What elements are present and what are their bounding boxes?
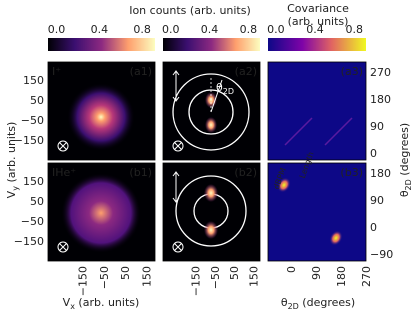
beam-symbol (172, 140, 184, 152)
angle-label: θ2D (216, 81, 234, 96)
ion-distribution (61, 173, 141, 253)
spot (204, 184, 218, 202)
symbol: θ (281, 296, 288, 309)
y-axis-label: Vy (arb. units) (5, 122, 20, 199)
y-tick-label: 50 (30, 94, 44, 107)
y-tick-label: −50 (21, 215, 44, 228)
colorbar (268, 38, 366, 51)
colorbar-tick-label: 0.4 (306, 23, 324, 36)
symbol: θ (216, 81, 223, 94)
x-tick-label: 50 (228, 266, 241, 280)
theta-tick-label: 180 (370, 93, 391, 106)
colorbar-tick-label: 0.8 (345, 23, 363, 36)
panel-image (268, 62, 366, 160)
symbol: V (63, 296, 71, 309)
unit: (degrees) (398, 123, 411, 179)
x-axis-label: Vx (arb. units) (63, 296, 140, 311)
colorbar-tick-label: 0.0 (48, 23, 66, 36)
colorbar-tick-label: 0.0 (267, 23, 285, 36)
colorbar-tick-label: 0.4 (201, 23, 219, 36)
theta-tick-label: 90 (370, 194, 384, 207)
spot (329, 230, 343, 246)
angle-line (210, 79, 223, 113)
y-tick-label: −50 (21, 114, 44, 127)
ion-distribution (67, 83, 135, 151)
covariance-title: Covariance (287, 2, 349, 15)
colorbar-tick-label: 0.8 (133, 23, 151, 36)
subscript: 2D (223, 87, 234, 96)
y-tick-label: 50 (30, 195, 44, 208)
y-tick-label: 150 (23, 175, 44, 188)
subscript: x (70, 302, 75, 311)
x-tick-label: −150 (76, 266, 89, 296)
beam-symbols (57, 140, 184, 253)
colorbar (48, 38, 155, 51)
theta-tick-label: 180 (370, 167, 391, 180)
y-tick-label: −150 (14, 134, 44, 147)
panel-tag: (b1) (129, 166, 152, 179)
theta-tick-label: −90 (370, 248, 393, 261)
theta-x-label: θ2D (degrees) (281, 296, 355, 311)
colorbar-tick-label: 0.0 (162, 23, 180, 36)
panel-tag: (b2) (234, 166, 257, 179)
spot (277, 177, 291, 193)
colorbar (163, 38, 260, 51)
colorbar-tick-label: 0.4 (91, 23, 109, 36)
covariance-title: (arb. units) (288, 15, 349, 28)
frames (47, 61, 367, 262)
beam-symbol (57, 140, 69, 152)
theta-tick-label: 0 (370, 221, 377, 234)
y-tick-label: −150 (14, 235, 44, 248)
theta-tick-label: 90 (370, 120, 384, 133)
panel-tag: (b3) (340, 166, 363, 179)
images (47, 61, 367, 262)
x-tick-label: 50 (119, 266, 132, 280)
y-tick-label: 150 (23, 74, 44, 87)
double-arrow (172, 70, 180, 102)
theta-tick-label: 270 (370, 66, 391, 79)
unit: (arb. units) (5, 122, 18, 186)
counts-title: Ion counts (arb. units) (129, 4, 251, 17)
colorbar-tick-label: 0.8 (240, 23, 258, 36)
arrows (172, 70, 180, 203)
theta-x-tick-label: 180 (335, 266, 348, 287)
covariance-line (324, 117, 353, 146)
panel-tag: (a3) (341, 65, 363, 78)
unit: (arb. units) (75, 296, 139, 309)
spot (205, 117, 217, 133)
symbol: V (5, 190, 18, 198)
colorbars (48, 38, 366, 51)
covariance-line (284, 117, 313, 146)
theta-x-tick-label: 0 (285, 266, 298, 273)
x-tick-label: 150 (141, 266, 154, 287)
panel-tag: (a1) (130, 65, 152, 78)
ion-label: I⁺ (52, 65, 61, 78)
theta-tick-label: 0 (370, 147, 377, 160)
spot (204, 221, 218, 239)
ring (175, 175, 247, 247)
beam-symbol (57, 241, 69, 253)
x-tick-label: 150 (248, 266, 261, 287)
subscript: y (11, 186, 20, 191)
ion-label: IHe⁺ (52, 166, 76, 179)
symbol: θ (398, 190, 411, 197)
x-tick-label: −50 (209, 266, 222, 289)
x-tick-label: −50 (98, 266, 111, 289)
panel-tag: (a2) (235, 65, 257, 78)
beam-symbol (172, 241, 184, 253)
x-tick-label: −150 (189, 266, 202, 296)
theta-y-label: θ2D (degrees) (398, 123, 413, 197)
subscript: 2D (288, 302, 299, 311)
theta-x-tick-label: 270 (360, 266, 373, 287)
theta-x-tick-label: 90 (310, 266, 323, 280)
double-arrow (172, 171, 180, 203)
panel-image (163, 163, 260, 261)
ring (172, 73, 250, 151)
unit: (degrees) (299, 296, 355, 309)
subscript: 2D (404, 179, 413, 190)
